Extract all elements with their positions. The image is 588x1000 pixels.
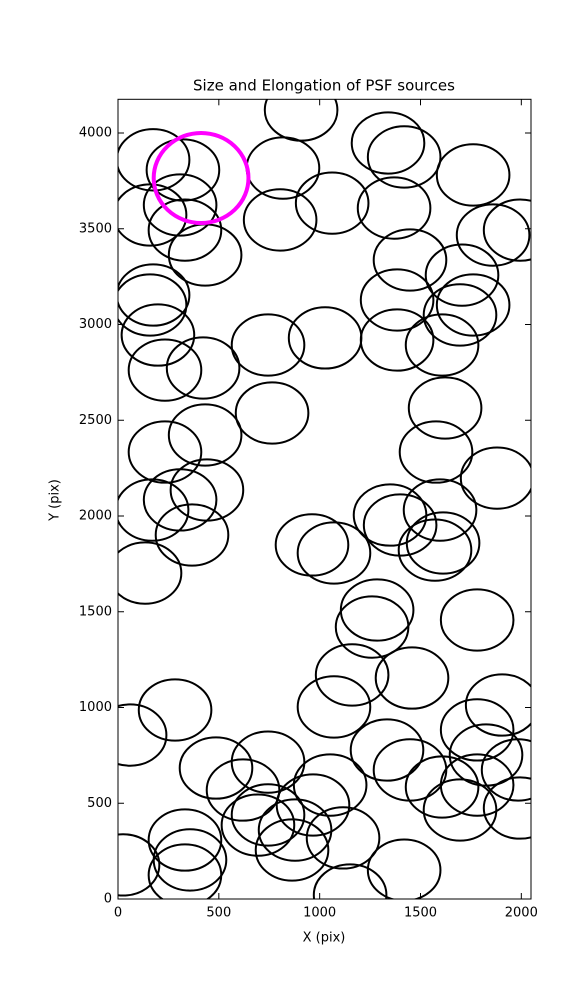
x-tick-label: 1000 xyxy=(303,906,336,921)
source-ellipse xyxy=(482,776,531,840)
x-tick-label: 2000 xyxy=(505,906,538,921)
source-ellipse xyxy=(118,183,188,247)
source-ellipse xyxy=(439,588,515,652)
source-ellipse xyxy=(296,521,372,585)
source-ellipse xyxy=(118,128,191,192)
source-ellipse xyxy=(275,773,351,837)
source-ellipse xyxy=(147,808,223,872)
source-ellipse xyxy=(118,263,191,327)
source-ellipse xyxy=(439,698,515,762)
source-ellipse xyxy=(356,176,432,240)
y-axis-label: Y (pix) xyxy=(48,479,63,522)
x-tick-label: 500 xyxy=(206,906,231,921)
source-ellipse xyxy=(118,541,183,605)
source-ellipse xyxy=(402,478,478,542)
source-ellipse xyxy=(127,420,203,484)
source-ellipse xyxy=(287,306,363,370)
source-ellipse xyxy=(482,198,531,262)
y-tick-label: 2000 xyxy=(79,509,112,524)
y-tick-label: 0 xyxy=(104,892,112,907)
source-ellipse xyxy=(334,595,410,659)
source-ellipse xyxy=(257,798,333,862)
source-ellipse xyxy=(220,793,296,857)
source-ellipse xyxy=(305,806,381,870)
source-ellipse xyxy=(118,703,168,767)
source-ellipse xyxy=(405,511,481,575)
plot-area xyxy=(118,99,531,899)
source-ellipse xyxy=(230,313,306,377)
source-ellipse xyxy=(422,778,498,842)
plot-frame xyxy=(117,98,532,900)
source-ellipse xyxy=(142,173,218,237)
source-ellipse xyxy=(147,843,223,899)
source-ellipse xyxy=(165,336,241,400)
source-ellipse xyxy=(230,783,306,847)
source-ellipse xyxy=(359,268,435,332)
source-ellipse xyxy=(292,753,368,817)
source-ellipse xyxy=(178,736,254,800)
source-ellipse xyxy=(254,818,330,882)
y-tick-label: 3500 xyxy=(79,221,112,236)
source-ellipse xyxy=(424,243,500,307)
y-tick-label: 3000 xyxy=(79,317,112,332)
source-ellipse xyxy=(147,198,223,262)
source-ellipse xyxy=(312,863,388,899)
source-ellipse xyxy=(439,753,515,817)
source-ellipse xyxy=(296,675,372,739)
source-ellipse xyxy=(167,403,243,467)
source-ellipse xyxy=(274,513,350,577)
source-ellipse xyxy=(455,203,531,267)
source-ellipse xyxy=(234,381,310,445)
y-tick-label: 2500 xyxy=(79,413,112,428)
y-tick-label: 1000 xyxy=(79,700,112,715)
source-ellipse xyxy=(263,99,339,142)
source-ellipse xyxy=(205,758,281,822)
x-tick-label: 0 xyxy=(114,906,122,921)
source-ellipse xyxy=(151,131,251,226)
source-ellipse xyxy=(120,303,196,367)
x-axis-label: X (pix) xyxy=(303,931,346,946)
source-ellipse xyxy=(314,643,390,707)
x-tick-label: 1500 xyxy=(404,906,437,921)
source-ellipse xyxy=(459,446,531,510)
source-ellipse xyxy=(404,313,480,377)
source-ellipse xyxy=(404,755,480,819)
source-ellipse xyxy=(366,125,442,189)
y-tick-label: 500 xyxy=(87,796,112,811)
source-ellipse xyxy=(435,143,511,207)
source-ellipse xyxy=(118,833,161,897)
source-ellipse xyxy=(230,730,306,794)
chart-title: Size and Elongation of PSF sources xyxy=(193,77,455,95)
source-ellipse xyxy=(349,718,425,782)
source-ellipse xyxy=(480,738,531,802)
source-ellipse xyxy=(154,503,230,567)
source-ellipse xyxy=(407,376,483,440)
source-ellipse xyxy=(118,273,188,337)
source-ellipse xyxy=(374,646,450,710)
source-ellipse xyxy=(137,678,213,742)
source-ellipse xyxy=(242,188,318,252)
source-ellipse xyxy=(372,228,448,292)
source-ellipse xyxy=(294,171,370,235)
source-ellipse xyxy=(435,273,511,337)
source-ellipse xyxy=(127,338,203,402)
source-ellipse xyxy=(366,838,442,899)
y-tick-label: 1500 xyxy=(79,604,112,619)
source-ellipse xyxy=(397,518,473,582)
source-ellipse xyxy=(422,283,498,347)
source-ellipse xyxy=(398,420,474,484)
y-tick-label: 4000 xyxy=(79,126,112,141)
source-ellipse xyxy=(464,673,531,737)
source-ellipse xyxy=(350,111,426,175)
source-ellipse xyxy=(118,478,190,542)
